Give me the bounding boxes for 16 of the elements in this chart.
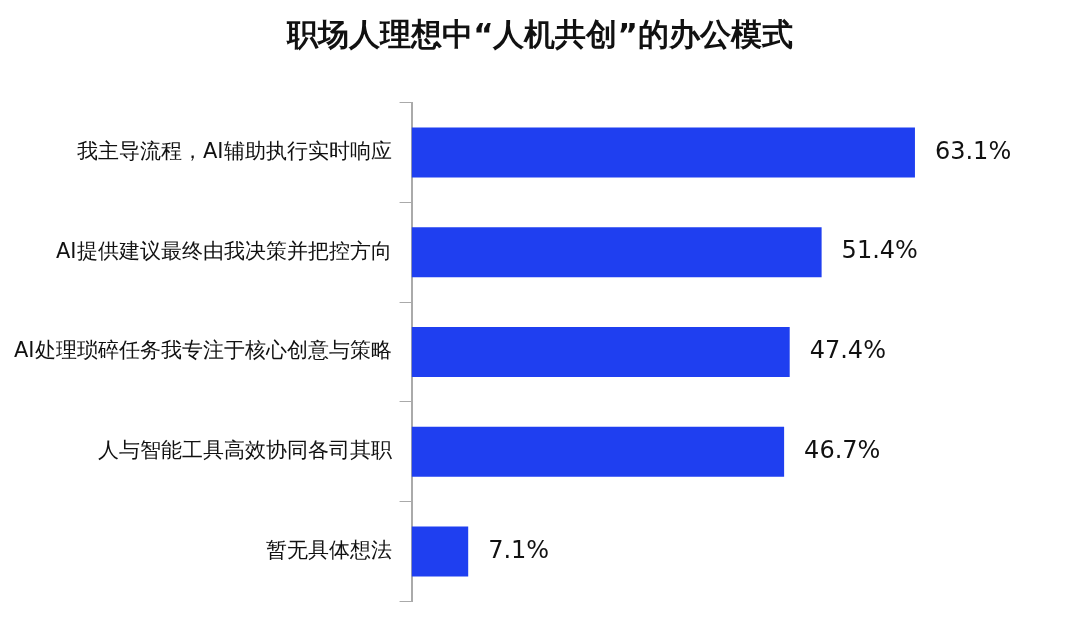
chart-title: 职场人理想中“人机共创”的办公模式	[285, 15, 794, 54]
bar	[411, 526, 469, 577]
y-tick-label: 我主导流程，AI辅助执行实时响应	[77, 138, 392, 163]
bar	[411, 127, 915, 178]
bar	[411, 327, 790, 377]
bar	[411, 426, 785, 477]
y-tick-label: AI处理琐碎任务我专注于核心创意与策略	[14, 338, 392, 363]
y-tick-label: 暂无具体想法	[265, 537, 392, 562]
bar	[411, 227, 822, 278]
data-label: 47.4%	[809, 336, 886, 365]
y-tick-label: AI提供建议最终由我决策并把控方向	[56, 238, 392, 263]
data-label: 46.7%	[804, 435, 881, 464]
data-label: 51.4%	[841, 236, 918, 265]
y-tick-label: 人与智能工具高效协同各司其职	[97, 438, 392, 463]
data-label: 7.1%	[488, 535, 550, 564]
data-label: 63.1%	[934, 136, 1012, 165]
